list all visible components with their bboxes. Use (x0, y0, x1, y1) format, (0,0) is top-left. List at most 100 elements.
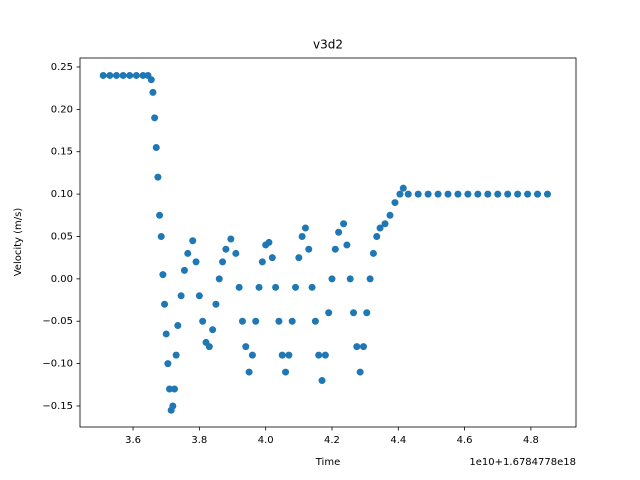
point (311, 317, 319, 325)
point (166, 385, 174, 393)
point (321, 351, 329, 359)
point (282, 368, 290, 376)
point (177, 292, 185, 300)
point (169, 402, 177, 410)
plot-frame (79, 57, 577, 428)
x-offset-label: 1e10+1.6784778e18 (469, 457, 576, 468)
point (373, 232, 381, 240)
point (215, 275, 223, 283)
point (184, 249, 192, 257)
point (298, 232, 306, 240)
point (543, 190, 551, 198)
point (444, 190, 452, 198)
point (192, 258, 200, 266)
x-tick-label: 3.6 (125, 435, 141, 446)
y-axis-label: Velocity (m/s) (13, 208, 24, 277)
chart-title: v3d2 (313, 38, 343, 52)
x-tick-label: 4.6 (457, 435, 473, 446)
y-tick-label: 0.20 (51, 104, 73, 115)
point (265, 238, 273, 246)
point (534, 190, 542, 198)
point (161, 300, 169, 308)
point (285, 351, 293, 359)
point (494, 190, 502, 198)
point (199, 317, 207, 325)
point (205, 343, 213, 351)
point (157, 232, 165, 240)
point (414, 190, 422, 198)
point (278, 351, 286, 359)
point (209, 326, 217, 334)
point (335, 228, 343, 236)
x-axis-label: Time (315, 457, 340, 468)
point (396, 190, 404, 198)
point (484, 190, 492, 198)
point (353, 343, 361, 351)
point (149, 88, 157, 96)
point (363, 309, 371, 317)
y-tick-label: −0.05 (42, 316, 73, 327)
point (227, 235, 235, 243)
x-tick-label: 4.2 (324, 435, 340, 446)
point (346, 275, 354, 283)
point (219, 258, 227, 266)
point (524, 190, 532, 198)
point (381, 220, 389, 228)
point (238, 317, 246, 325)
point (340, 220, 348, 228)
point (366, 275, 374, 283)
y-tick-label: −0.15 (42, 401, 73, 412)
point (245, 368, 253, 376)
point (180, 266, 188, 274)
point (195, 292, 203, 300)
point (248, 351, 256, 359)
point (356, 368, 364, 376)
point (295, 254, 303, 262)
x-tick-label: 4.8 (523, 435, 539, 446)
point (159, 271, 167, 279)
point (99, 71, 107, 79)
point (305, 245, 313, 253)
point (343, 241, 351, 249)
point (514, 190, 522, 198)
x-tick-label: 4.0 (258, 435, 274, 446)
point (301, 224, 309, 232)
point (328, 275, 336, 283)
point (424, 190, 432, 198)
point (119, 71, 127, 79)
x-tick-label: 3.8 (191, 435, 207, 446)
point (152, 143, 160, 151)
point (292, 283, 300, 291)
point (222, 245, 230, 253)
point (464, 190, 472, 198)
point (235, 283, 243, 291)
y-tick-label: 0.05 (51, 231, 73, 242)
point (350, 309, 358, 317)
point (174, 321, 182, 329)
point (315, 351, 323, 359)
y-tick-label: 0.15 (51, 147, 73, 158)
point (258, 258, 266, 266)
point (399, 184, 407, 192)
point (288, 317, 296, 325)
point (162, 330, 170, 338)
point (272, 283, 280, 291)
point (369, 249, 377, 257)
point (147, 76, 155, 84)
point (359, 343, 367, 351)
point (255, 283, 263, 291)
point (386, 211, 394, 219)
point (212, 300, 220, 308)
point (154, 173, 162, 181)
point (325, 309, 333, 317)
point (170, 385, 178, 393)
point (242, 343, 250, 351)
point (189, 237, 197, 245)
point (156, 211, 164, 219)
point (504, 190, 512, 198)
point (275, 317, 283, 325)
y-tick-label: 0.10 (51, 189, 73, 200)
point (126, 71, 134, 79)
point (164, 360, 172, 368)
